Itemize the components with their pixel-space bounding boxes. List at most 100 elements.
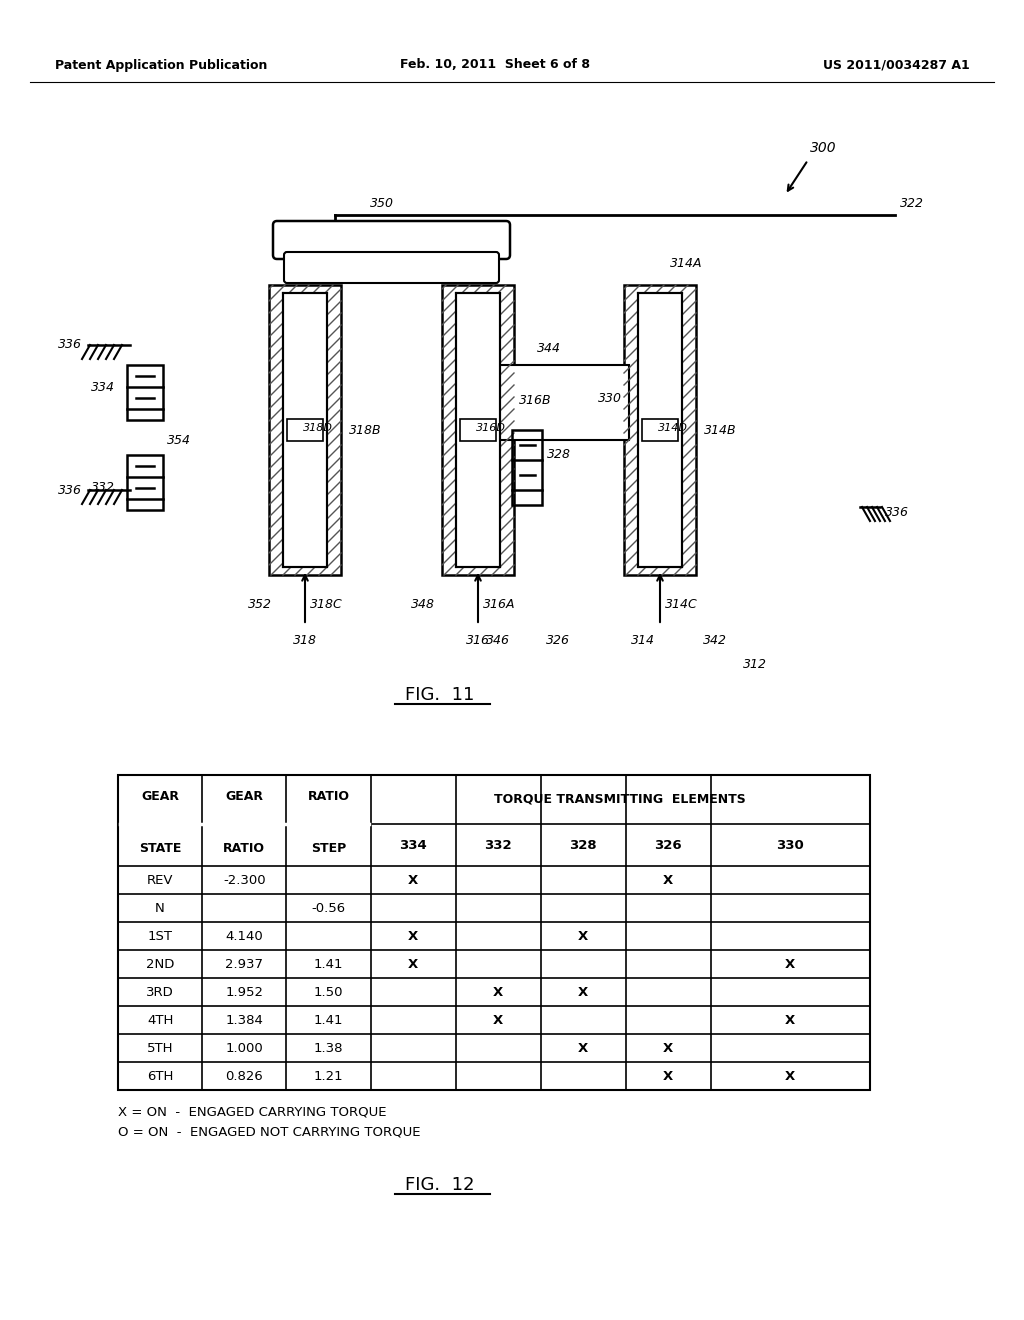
Text: 4TH: 4TH xyxy=(146,1014,173,1027)
Text: 334: 334 xyxy=(91,381,115,393)
Bar xyxy=(642,418,678,441)
Text: 330: 330 xyxy=(776,838,804,851)
Text: 0.826: 0.826 xyxy=(225,1069,263,1082)
Text: X: X xyxy=(785,1069,796,1082)
Text: X: X xyxy=(578,986,588,999)
Bar xyxy=(118,775,870,1090)
Text: 314D: 314D xyxy=(658,422,688,433)
Text: X: X xyxy=(578,929,588,942)
Bar xyxy=(512,430,542,506)
Text: 328: 328 xyxy=(547,449,571,462)
Text: RATIO: RATIO xyxy=(223,842,265,854)
Text: 348: 348 xyxy=(411,598,435,611)
Text: 322: 322 xyxy=(900,197,924,210)
Text: 1ST: 1ST xyxy=(147,929,173,942)
Text: REV: REV xyxy=(146,874,173,887)
Text: X: X xyxy=(663,874,673,887)
Text: 2.937: 2.937 xyxy=(225,958,263,970)
Text: 318A: 318A xyxy=(284,257,316,271)
Text: 316C: 316C xyxy=(457,257,489,271)
Text: GEAR: GEAR xyxy=(141,789,179,803)
Text: 314C: 314C xyxy=(665,598,697,611)
Text: GEAR: GEAR xyxy=(225,789,263,803)
Text: 342: 342 xyxy=(703,634,727,647)
Text: Feb. 10, 2011  Sheet 6 of 8: Feb. 10, 2011 Sheet 6 of 8 xyxy=(400,58,590,71)
Text: X = ON  -  ENGAGED CARRYING TORQUE: X = ON - ENGAGED CARRYING TORQUE xyxy=(118,1106,386,1118)
Bar xyxy=(624,285,696,576)
Text: 314A: 314A xyxy=(670,257,702,271)
Text: 316: 316 xyxy=(466,634,490,647)
Text: Patent Application Publication: Patent Application Publication xyxy=(55,58,267,71)
FancyBboxPatch shape xyxy=(284,252,499,282)
FancyBboxPatch shape xyxy=(273,220,510,259)
Text: 318B: 318B xyxy=(349,424,382,437)
Text: 332: 332 xyxy=(91,480,115,494)
Text: X: X xyxy=(408,958,418,970)
Text: 344: 344 xyxy=(537,342,561,355)
Text: 336: 336 xyxy=(885,506,909,519)
Bar xyxy=(127,455,163,510)
Text: X: X xyxy=(785,958,796,970)
Bar xyxy=(456,293,500,568)
Text: 316B: 316B xyxy=(519,393,552,407)
Text: 336: 336 xyxy=(58,483,82,496)
Text: 4.140: 4.140 xyxy=(225,929,263,942)
Text: 6TH: 6TH xyxy=(146,1069,173,1082)
Text: 5TH: 5TH xyxy=(146,1041,173,1055)
Text: 1.38: 1.38 xyxy=(313,1041,343,1055)
Text: X: X xyxy=(408,874,418,887)
Text: 326: 326 xyxy=(654,838,682,851)
Text: 350: 350 xyxy=(370,197,393,210)
Text: 316D: 316D xyxy=(476,422,506,433)
Text: 318D: 318D xyxy=(303,422,333,433)
Text: 330: 330 xyxy=(598,392,622,404)
Bar xyxy=(638,293,682,568)
Bar xyxy=(283,293,327,568)
Text: 2ND: 2ND xyxy=(146,958,174,970)
Text: 1.41: 1.41 xyxy=(313,1014,343,1027)
Text: X: X xyxy=(493,1014,503,1027)
Text: 334: 334 xyxy=(399,838,427,851)
Text: 328: 328 xyxy=(569,838,597,851)
Text: 314: 314 xyxy=(631,634,655,647)
Text: 316A: 316A xyxy=(483,598,515,611)
Text: X: X xyxy=(785,1014,796,1027)
Text: 312: 312 xyxy=(743,659,767,672)
Text: FIG.  11: FIG. 11 xyxy=(406,686,475,704)
Text: 332: 332 xyxy=(484,838,512,851)
Text: 1.384: 1.384 xyxy=(225,1014,263,1027)
Text: 318C: 318C xyxy=(310,598,343,611)
Text: 1.000: 1.000 xyxy=(225,1041,263,1055)
Bar xyxy=(287,418,323,441)
Text: 314B: 314B xyxy=(705,424,736,437)
Text: 354: 354 xyxy=(167,433,191,446)
Text: STEP: STEP xyxy=(311,842,346,854)
Text: RATIO: RATIO xyxy=(307,789,349,803)
Text: 346: 346 xyxy=(486,634,510,647)
Text: X: X xyxy=(408,929,418,942)
Text: 336: 336 xyxy=(58,338,82,351)
Bar xyxy=(269,285,341,576)
Text: X: X xyxy=(578,1041,588,1055)
Bar xyxy=(127,366,163,420)
Text: X: X xyxy=(493,986,503,999)
Text: US 2011/0034287 A1: US 2011/0034287 A1 xyxy=(823,58,970,71)
Bar xyxy=(460,418,496,441)
Text: 352: 352 xyxy=(248,598,272,611)
Text: 1.952: 1.952 xyxy=(225,986,263,999)
Text: N: N xyxy=(156,902,165,915)
Text: -2.300: -2.300 xyxy=(223,874,265,887)
Text: 1.21: 1.21 xyxy=(313,1069,343,1082)
Text: 1.50: 1.50 xyxy=(313,986,343,999)
Text: FIG.  12: FIG. 12 xyxy=(406,1176,475,1195)
Text: X: X xyxy=(663,1041,673,1055)
Text: 326: 326 xyxy=(546,634,570,647)
Text: 318: 318 xyxy=(293,634,317,647)
Text: 1.41: 1.41 xyxy=(313,958,343,970)
Text: 300: 300 xyxy=(810,141,837,154)
Text: X: X xyxy=(663,1069,673,1082)
Text: -0.56: -0.56 xyxy=(311,902,346,915)
Bar xyxy=(495,366,629,440)
Text: STATE: STATE xyxy=(139,842,181,854)
Bar xyxy=(442,285,514,576)
